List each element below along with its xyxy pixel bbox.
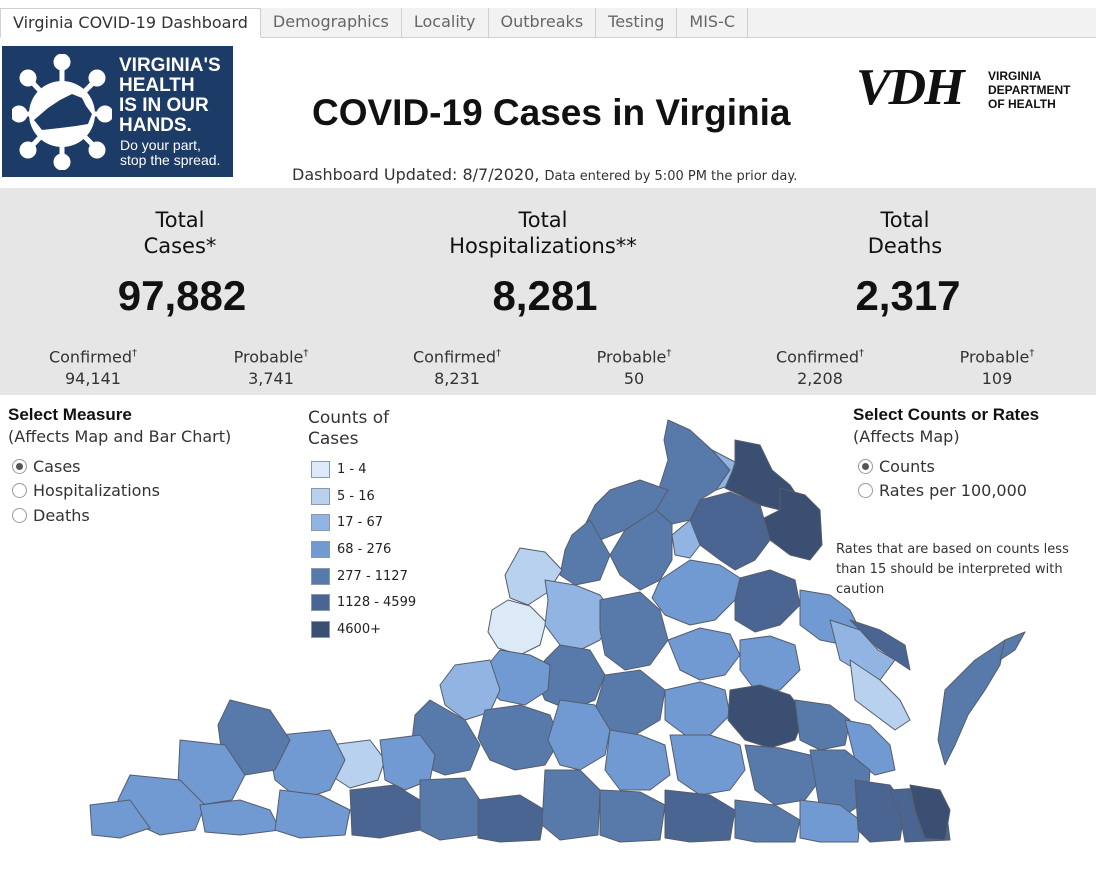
locality-region[interactable] [739, 635, 801, 691]
legend-item: 5 - 16 [311, 488, 375, 505]
counts-rates-heading: Select Counts or Rates [853, 405, 1040, 424]
locality-region[interactable] [547, 699, 611, 771]
locality-region[interactable] [999, 631, 1026, 661]
dashboard-updated: Dashboard Updated: 8/7/2020, Data entere… [292, 165, 798, 184]
tab-demographics[interactable]: Demographics [261, 8, 402, 38]
locality-region[interactable] [727, 684, 806, 749]
tab-bar: Virginia COVID-19 Dashboard Demographics… [0, 8, 1096, 38]
deaths-confirmed: Confirmed† 2,208 [775, 347, 865, 389]
legend-item: 277 - 1127 [311, 568, 408, 585]
legend-item: 1128 - 4599 [311, 594, 416, 611]
radio-unselected-icon [12, 508, 27, 523]
total-hospitalizations: 8,281 [492, 272, 598, 319]
hospitalizations-probable: Probable† 50 [596, 347, 672, 389]
locality-region[interactable] [217, 699, 291, 776]
hospitalizations-confirmed: Confirmed† 8,231 [412, 347, 502, 389]
locality-region[interactable] [744, 744, 821, 806]
measure-heading: Select Measure [8, 405, 132, 424]
locality-region[interactable] [599, 789, 666, 843]
page-title: COVID-19 Cases in Virginia [312, 92, 791, 133]
legend-item: 17 - 67 [311, 514, 383, 531]
locality-region[interactable] [909, 784, 951, 841]
radio-rates[interactable]: Rates per 100,000 [858, 481, 1027, 500]
locality-region[interactable] [667, 627, 741, 681]
deaths-probable: Probable† 109 [959, 347, 1035, 389]
locality-region[interactable] [734, 569, 801, 633]
logo-tagline: Do your part, stop the spread. [120, 137, 221, 168]
locality-region[interactable] [487, 599, 547, 656]
tab-locality[interactable]: Locality [402, 8, 489, 38]
tab-testing[interactable]: Testing [596, 8, 678, 38]
locality-region[interactable] [349, 784, 421, 839]
radio-cases[interactable]: Cases [12, 457, 81, 476]
radio-unselected-icon [858, 483, 873, 498]
locality-region[interactable] [849, 619, 911, 671]
locality-region[interactable] [419, 777, 481, 841]
radio-selected-icon [858, 459, 873, 474]
cases-confirmed: Confirmed† 94,141 [48, 347, 138, 389]
locality-region[interactable] [89, 799, 151, 839]
radio-unselected-icon [12, 483, 27, 498]
locality-region[interactable] [477, 794, 546, 843]
locality-region[interactable] [671, 519, 701, 559]
locality-region[interactable] [604, 729, 671, 791]
locality-region[interactable] [937, 639, 1006, 766]
radio-selected-icon [12, 459, 27, 474]
total-cases: 97,882 [117, 272, 247, 319]
locality-region[interactable] [664, 789, 736, 843]
locality-region[interactable] [599, 591, 669, 671]
locality-region[interactable] [439, 659, 501, 721]
virus-virginia-icon [12, 54, 112, 170]
locality-region[interactable] [759, 487, 823, 561]
locality-region[interactable] [584, 479, 669, 541]
measure-subheading: (Affects Map and Bar Chart) [8, 427, 232, 446]
locality-region[interactable] [669, 734, 746, 796]
logo-headline: VIRGINIA'S HEALTH IS IN OUR HANDS. [119, 55, 221, 136]
cases-probable: Probable† 3,741 [233, 347, 309, 389]
hospitalizations-title: Total Hospitalizations** [449, 208, 637, 258]
deaths-title: Total Deaths [867, 208, 943, 258]
stats-band: Total Cases* 97,882 Confirmed† 94,141 Pro… [0, 188, 1096, 395]
counts-rates-subheading: (Affects Map) [853, 427, 960, 446]
legend-item: 1 - 4 [311, 461, 367, 478]
cases-title: Total Cases* [143, 208, 217, 258]
legend-item: 68 - 276 [311, 541, 391, 558]
campaign-logo: VIRGINIA'S HEALTH IS IN OUR HANDS. Do yo… [2, 46, 233, 177]
locality-region[interactable] [734, 799, 801, 843]
radio-hospitalizations[interactable]: Hospitalizations [12, 481, 160, 500]
locality-region[interactable] [544, 579, 616, 651]
locality-region[interactable] [849, 659, 911, 731]
locality-region[interactable] [477, 704, 561, 771]
total-deaths: 2,317 [855, 272, 961, 319]
locality-region[interactable] [199, 799, 281, 836]
tab-dashboard[interactable]: Virginia COVID-19 Dashboard [0, 8, 261, 38]
legend-title: Counts of Cases [308, 408, 390, 449]
tab-mis-c[interactable]: MIS-C [677, 8, 749, 38]
radio-deaths[interactable]: Deaths [12, 506, 90, 525]
locality-region[interactable] [689, 491, 771, 571]
locality-region[interactable] [541, 769, 601, 841]
radio-counts[interactable]: Counts [858, 457, 935, 476]
locality-region[interactable] [559, 519, 611, 586]
locality-region[interactable] [794, 699, 851, 751]
locality-region[interactable] [274, 789, 351, 839]
tab-outbreaks[interactable]: Outbreaks [489, 8, 597, 38]
locality-region[interactable] [664, 681, 731, 736]
rates-caution-note: Rates that are based on counts less than… [836, 542, 1069, 597]
legend-item: 4600+ [311, 621, 381, 638]
locality-region[interactable] [651, 559, 741, 626]
locality-region[interactable] [799, 799, 861, 843]
